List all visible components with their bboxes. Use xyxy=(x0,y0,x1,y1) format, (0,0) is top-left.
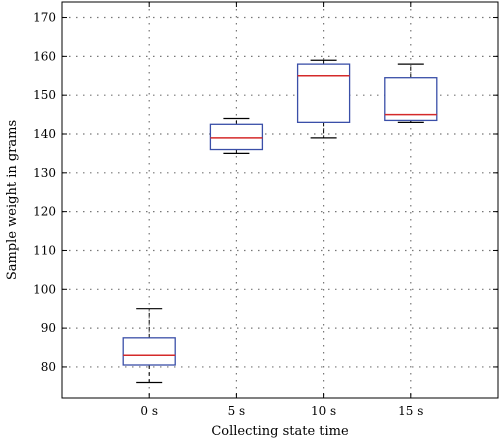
box-5s xyxy=(209,117,264,155)
box-iqr xyxy=(209,123,264,151)
x-axis-label: Collecting state time xyxy=(211,424,349,439)
y-tick-label: 80 xyxy=(41,360,56,374)
y-tick-label: 160 xyxy=(33,49,56,63)
box-15s xyxy=(384,63,438,123)
x-tick-label: 5 s xyxy=(228,404,246,418)
x-axis-ticks: 0 s 5 s 10 s 15 s xyxy=(140,2,423,418)
box-series xyxy=(122,59,438,384)
y-tick-label: 150 xyxy=(33,88,56,102)
y-tick-label: 90 xyxy=(41,321,56,335)
box-10s xyxy=(296,59,351,139)
x-tick-label: 0 s xyxy=(140,404,158,418)
grid-lines xyxy=(62,2,498,398)
y-tick-label: 120 xyxy=(33,205,56,219)
y-tick-label: 100 xyxy=(33,282,56,296)
x-tick-label: 15 s xyxy=(398,404,423,418)
box-iqr xyxy=(296,63,351,124)
y-tick-label: 170 xyxy=(33,11,56,25)
plot-frame xyxy=(61,1,499,399)
y-tick-label: 140 xyxy=(33,127,56,141)
box-iqr xyxy=(384,77,438,122)
box-0s xyxy=(122,308,176,384)
y-tick-label: 130 xyxy=(33,166,56,180)
y-axis-ticks: 80 90 100 110 120 130 140 150 160 170 xyxy=(33,11,498,374)
box-iqr xyxy=(122,337,176,366)
plot-background xyxy=(62,2,498,398)
y-tick-label: 110 xyxy=(33,243,56,257)
y-axis-label: Sample weight in grams xyxy=(5,120,20,280)
x-tick-label: 10 s xyxy=(311,404,336,418)
